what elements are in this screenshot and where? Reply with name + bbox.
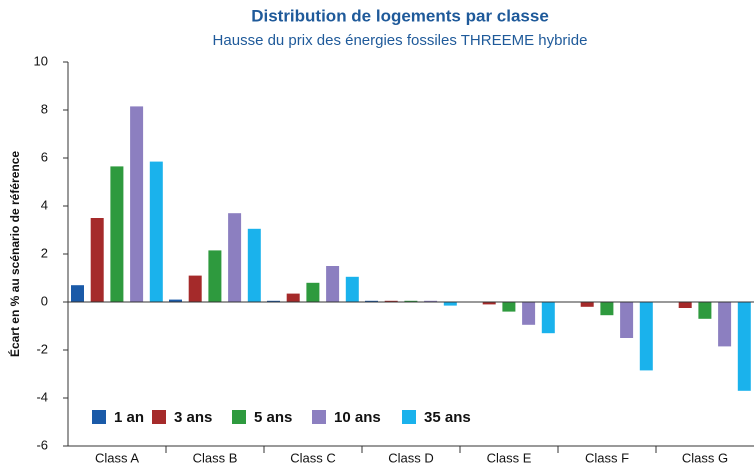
legend-swatch — [92, 410, 106, 424]
y-tick-label: 10 — [34, 53, 48, 68]
bar — [208, 250, 222, 302]
legend-swatch — [402, 410, 416, 424]
y-tick-label: 8 — [41, 101, 48, 116]
bar — [600, 302, 614, 316]
y-tick-label: 4 — [41, 197, 48, 212]
bar — [130, 106, 144, 303]
bar — [228, 213, 242, 302]
bar — [482, 302, 496, 305]
bar — [247, 228, 261, 302]
x-tick-label: Class A — [95, 450, 139, 465]
legend-label: 1 an — [114, 409, 144, 426]
bar — [110, 166, 124, 302]
bar — [678, 302, 692, 308]
y-tick-label: -2 — [36, 341, 48, 356]
legend-label: 3 ans — [174, 409, 212, 426]
bar — [326, 266, 340, 302]
y-tick-label: 0 — [41, 293, 48, 308]
bar — [541, 302, 555, 334]
legend-label: 10 ans — [334, 409, 381, 426]
x-tick-label: Class D — [388, 450, 434, 465]
x-tick-label: Class G — [682, 450, 728, 465]
bar — [384, 300, 398, 302]
bar — [502, 302, 516, 312]
bar — [698, 302, 712, 319]
bar — [522, 302, 536, 325]
bar — [267, 300, 280, 302]
chart-title: Distribution de logements par classe — [251, 6, 549, 25]
bar — [306, 282, 320, 302]
y-axis-label: Écart en % au scénario de référence — [7, 151, 22, 357]
bar — [639, 302, 653, 371]
legend-swatch — [152, 410, 166, 424]
y-tick-label: -6 — [36, 437, 48, 452]
x-tick-label: Class F — [585, 450, 629, 465]
legend-label: 5 ans — [254, 409, 292, 426]
bar — [404, 300, 418, 302]
bar — [286, 293, 300, 302]
x-tick-label: Class E — [487, 450, 532, 465]
bar — [365, 300, 378, 302]
bar — [424, 300, 438, 302]
x-tick-label: Class B — [193, 450, 238, 465]
bar — [90, 218, 104, 302]
bar — [149, 161, 163, 302]
bar — [620, 302, 634, 338]
bar — [188, 275, 202, 302]
bar — [737, 302, 751, 391]
bar — [169, 299, 182, 302]
legend-label: 35 ans — [424, 409, 471, 426]
legend-swatch — [232, 410, 246, 424]
y-tick-label: -4 — [36, 389, 48, 404]
bar — [345, 276, 359, 302]
bar — [443, 302, 457, 306]
bar — [71, 285, 84, 302]
y-tick-label: 6 — [41, 149, 48, 164]
y-tick-label: 2 — [41, 245, 48, 260]
bar — [718, 302, 732, 347]
chart-subtitle: Hausse du prix des énergies fossiles THR… — [213, 32, 588, 49]
legend-swatch — [312, 410, 326, 424]
bar — [580, 302, 594, 307]
x-tick-label: Class C — [290, 450, 336, 465]
